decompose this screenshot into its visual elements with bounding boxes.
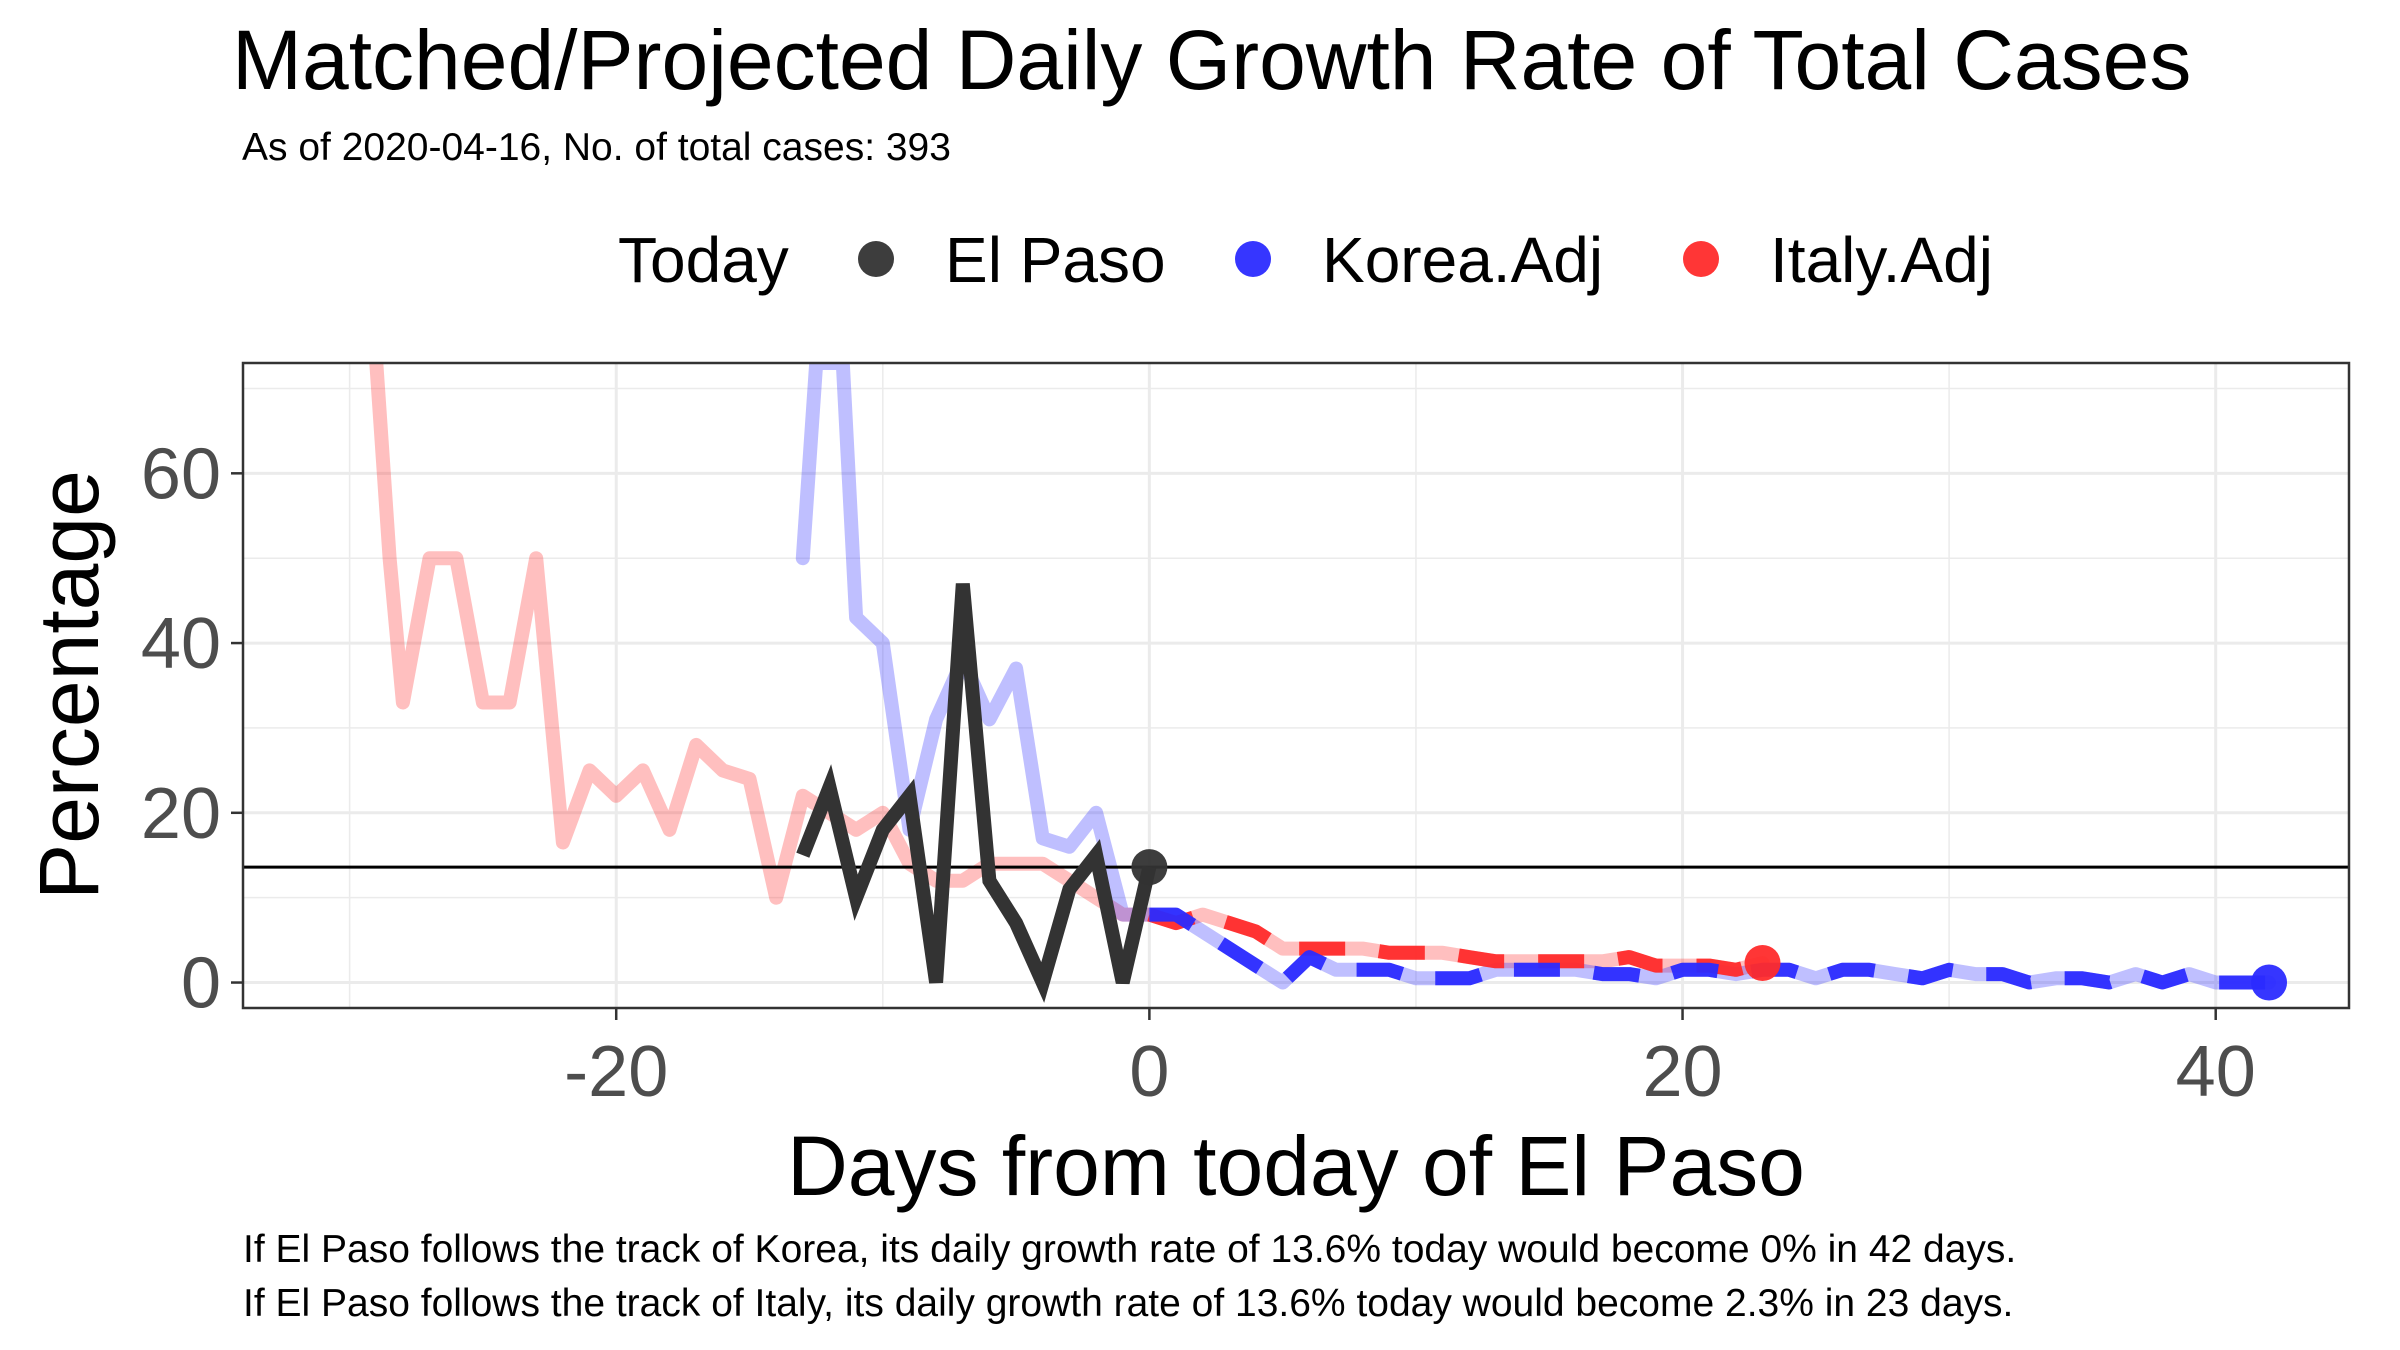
chart-title: Matched/Projected Daily Growth Rate of T…	[232, 13, 2192, 107]
legend-key-italy	[1683, 241, 1719, 277]
legend-label-el-paso: El Paso	[945, 224, 1166, 296]
legend-key-korea	[1235, 241, 1271, 277]
plot-area	[243, 363, 2349, 1003]
panel-border	[241, 361, 2351, 1010]
x-tick-label: 20	[1642, 1032, 1722, 1112]
x-axis: -20 0 20 40	[564, 1008, 2256, 1112]
series-italy-adj-track	[369, 363, 1770, 977]
y-tick-label: 60	[141, 434, 221, 514]
legend: Today El Paso Korea.Adj Italy.Adj	[618, 224, 1993, 296]
x-axis-title: Days from today of El Paso	[787, 1119, 1805, 1213]
y-tick-label: 20	[141, 774, 221, 854]
legend-title: Today	[618, 224, 789, 296]
y-tick-label: 0	[181, 944, 221, 1024]
y-axis-title: Percentage	[22, 470, 116, 900]
series-el-paso-endpoint	[1131, 849, 1168, 886]
caption-italy: If El Paso follows the track of Italy, i…	[243, 1282, 2014, 1325]
legend-label-italy: Italy.Adj	[1770, 224, 1993, 296]
series-italy-adj-endpoint	[1744, 945, 1781, 982]
caption-korea: If El Paso follows the track of Korea, i…	[243, 1228, 2017, 1271]
grid-lines	[243, 363, 2349, 1008]
series-korea-adj-endpoint	[2251, 964, 2288, 1001]
series-italy-adj-projection	[1147, 907, 1765, 977]
x-tick-label: 0	[1129, 1032, 1169, 1112]
y-tick-label: 40	[141, 604, 221, 684]
chart-subtitle: As of 2020-04-16, No. of total cases: 39…	[242, 126, 951, 169]
plot-panel	[243, 363, 2349, 1008]
series-korea-adj-projection	[1149, 907, 2269, 990]
x-tick-label: -20	[564, 1032, 668, 1112]
y-axis: 0 20 40 60	[141, 434, 243, 1024]
series-el-paso-line	[796, 583, 1157, 1003]
legend-key-el-paso	[858, 241, 894, 277]
x-tick-label: 40	[2176, 1032, 2256, 1112]
growth-rate-chart: Today El Paso Korea.Adj Italy.Adj -20 0 20…	[22, 224, 2351, 1213]
legend-label-korea: Korea.Adj	[1322, 224, 1603, 296]
